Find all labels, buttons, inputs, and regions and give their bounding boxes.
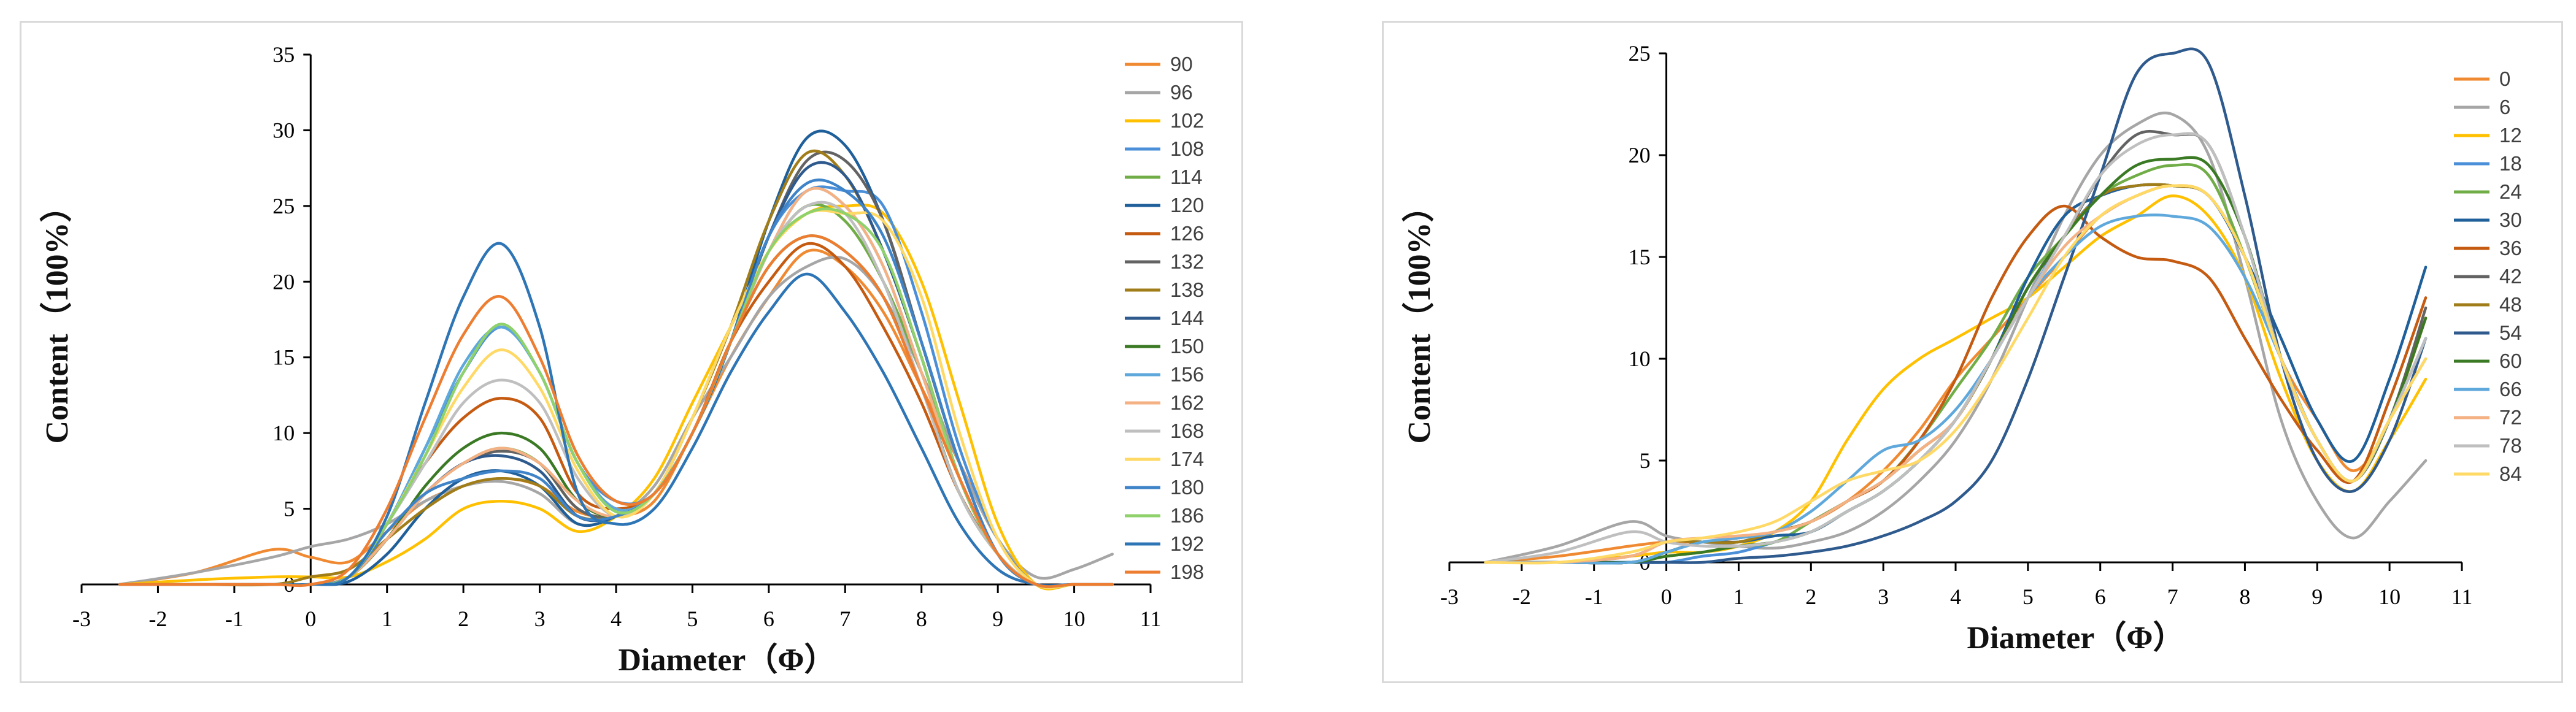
- legend-label: 198: [1170, 561, 1204, 583]
- legend-label: 120: [1170, 194, 1204, 216]
- x-tick-label: 9: [2312, 584, 2323, 609]
- x-tick-label: 3: [534, 607, 546, 631]
- legend-label: 60: [2499, 350, 2522, 372]
- legend-label: 168: [1170, 419, 1204, 442]
- y-tick-label: 5: [1640, 448, 1651, 473]
- x-tick-label: -1: [1585, 584, 1603, 609]
- x-tick-label: 1: [1733, 584, 1744, 609]
- x-tick-label: 1: [382, 607, 393, 631]
- series-line-84: [1484, 184, 2428, 565]
- series-line-132: [118, 150, 1114, 588]
- y-tick-label: 10: [1629, 346, 1651, 371]
- series-line-180: [118, 178, 1114, 588]
- series-line-156: [118, 186, 1114, 588]
- y-tick-label: 25: [272, 194, 295, 218]
- x-tick-label: 10: [1063, 607, 1086, 631]
- legend-label: 150: [1170, 335, 1204, 358]
- series-line-198: [118, 234, 1114, 588]
- legend-label: 90: [1170, 53, 1193, 75]
- size-distribution-chart-right: -3 -2 -1 0 1 2 3 4 5 6 7 8 9 10 110510152025Diameter（Φ…: [1402, 41, 2522, 656]
- x-tick-label: -3: [1440, 584, 1459, 609]
- legend-label: 96: [1170, 81, 1193, 104]
- x-tick-label: 11: [1140, 607, 1162, 631]
- legend-label: 0: [2499, 67, 2510, 90]
- x-tick-label: 8: [2239, 584, 2250, 609]
- x-tick-label: 9: [992, 607, 1003, 631]
- x-tick-label: 6: [763, 607, 774, 631]
- y-tick-label: 25: [1629, 41, 1651, 66]
- legend-label: 102: [1170, 109, 1204, 132]
- x-tick-label: -2: [1513, 584, 1531, 609]
- chart-panel-left: -3 -2 -1 0 1 2 3 4 5 6 7 8 9 10 11 0 5 10 15 20 25 30 35 Diamet…: [20, 21, 1243, 683]
- legend-label: 18: [2499, 152, 2522, 175]
- y-tick-label: 15: [272, 345, 295, 370]
- legend-label: 162: [1170, 391, 1204, 414]
- legend-label: 78: [2499, 434, 2522, 457]
- y-tick-label: 35: [272, 42, 295, 67]
- legend-label: 36: [2499, 237, 2522, 259]
- x-axis-title: Diameter（Φ）: [1967, 620, 2185, 656]
- legend-label: 84: [2499, 462, 2522, 485]
- y-tick-label: 20: [272, 269, 295, 294]
- legend-label: 180: [1170, 476, 1204, 499]
- x-tick-label: 3: [1878, 584, 1889, 609]
- legend-label: 114: [1170, 166, 1203, 188]
- x-tick-label: 0: [1661, 584, 1672, 609]
- size-distribution-chart-left: -3 -2 -1 0 1 2 3 4 5 6 7 8 9 10 1105101520253035Diamet…: [39, 42, 1204, 678]
- x-tick-label: 7: [839, 607, 850, 631]
- x-tick-label: 7: [2167, 584, 2178, 609]
- chart-panel-right: -3 -2 -1 0 1 2 3 4 5 6 7 8 9 10 11 0 5 10 15 20 25 Diameter（Φ…: [1382, 21, 2563, 683]
- legend-label: 126: [1170, 222, 1204, 245]
- series-line-54: [1484, 47, 2428, 564]
- legend-label: 42: [2499, 265, 2522, 288]
- y-tick-label: 15: [1629, 245, 1651, 269]
- legend-label: 24: [2499, 180, 2522, 203]
- series-line-96: [118, 256, 1114, 586]
- series-line-120: [118, 129, 1114, 588]
- legend-label: 12: [2499, 124, 2522, 147]
- x-tick-label: 0: [305, 607, 316, 631]
- x-tick-label: 5: [2023, 584, 2034, 609]
- legend-label: 144: [1170, 307, 1204, 329]
- legend-label: 138: [1170, 278, 1204, 301]
- x-axis-title: Diameter（Φ）: [619, 642, 836, 678]
- y-tick-label: 10: [272, 421, 295, 445]
- y-axis-title: Content（100%）: [1402, 190, 1437, 443]
- x-tick-label: 2: [1805, 584, 1816, 609]
- legend-label: 174: [1170, 448, 1204, 470]
- legend-label: 6: [2499, 96, 2510, 118]
- legend-label: 186: [1170, 504, 1204, 527]
- x-tick-label: -1: [225, 607, 244, 631]
- y-tick-label: 30: [272, 118, 295, 142]
- legend-label: 30: [2499, 209, 2522, 231]
- series-line-192: [118, 242, 1114, 588]
- y-tick-label: 20: [1629, 143, 1651, 167]
- x-tick-label: -3: [72, 607, 91, 631]
- legend-label: 132: [1170, 250, 1204, 273]
- legend-label: 54: [2499, 321, 2522, 344]
- y-axis-title: Content（100%）: [39, 190, 75, 443]
- legend-label: 72: [2499, 406, 2522, 429]
- x-tick-label: 11: [2451, 584, 2473, 609]
- series-line-162: [118, 186, 1114, 588]
- x-tick-label: 2: [458, 607, 469, 631]
- series-line-138: [118, 149, 1114, 588]
- x-tick-label: 10: [2378, 584, 2401, 609]
- x-tick-label: 6: [2095, 584, 2106, 609]
- x-tick-label: -2: [148, 607, 167, 631]
- legend-label: 192: [1170, 532, 1204, 555]
- legend-label: 66: [2499, 378, 2522, 400]
- x-tick-label: 4: [1950, 584, 1961, 609]
- x-tick-label: 5: [687, 607, 698, 631]
- x-tick-label: 4: [611, 607, 622, 631]
- x-tick-label: 8: [916, 607, 927, 631]
- y-tick-label: 5: [283, 497, 295, 521]
- legend-label: 48: [2499, 293, 2522, 316]
- legend-label: 156: [1170, 363, 1204, 386]
- legend-label: 108: [1170, 137, 1204, 160]
